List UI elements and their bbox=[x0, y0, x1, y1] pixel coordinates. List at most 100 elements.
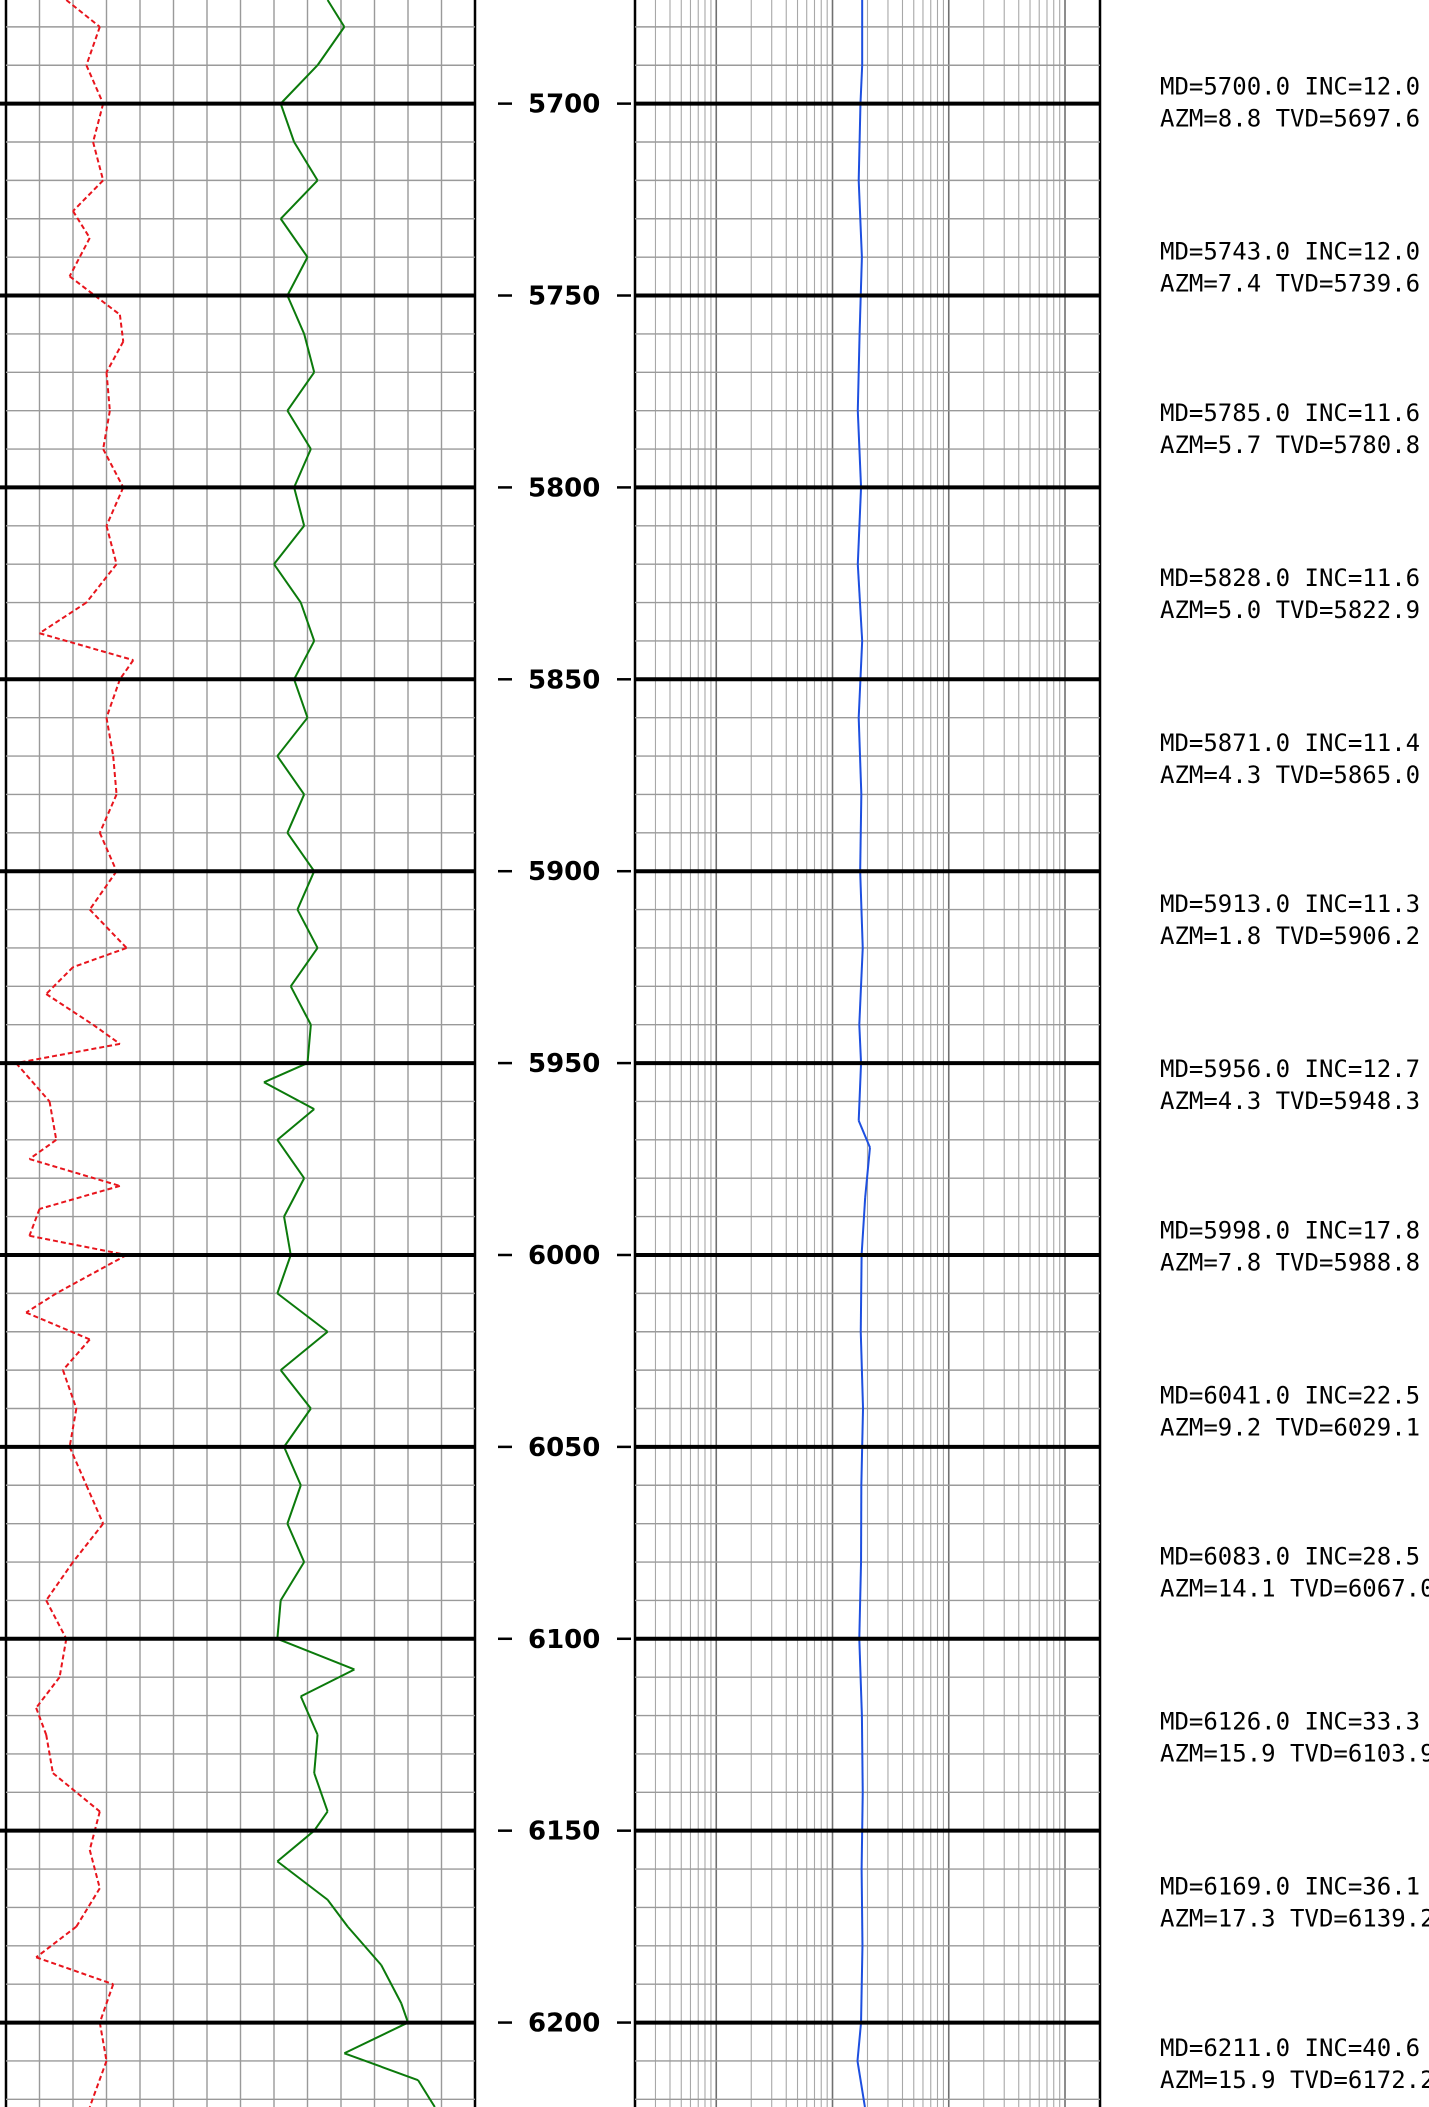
track1-curve-segment bbox=[263, 1081, 315, 1111]
survey-label-line1: MD=5871.0 INC=11.4 bbox=[1160, 729, 1420, 757]
track1-curve-segment bbox=[279, 1561, 306, 1601]
track1-curve-segment bbox=[279, 218, 309, 258]
track2-curve-segment bbox=[858, 947, 864, 1025]
survey-annotation: MD=5871.0 INC=11.4 AZM=4.3 TVD=5865.0 bbox=[1160, 729, 1420, 789]
survey-annotation: MD=6169.0 INC=36.1 AZM=17.3 TVD=6139.2 bbox=[1160, 1873, 1429, 1933]
track1-curve-segment bbox=[293, 678, 309, 719]
survey-label-line1: MD=6126.0 INC=33.3 bbox=[1160, 1708, 1420, 1736]
track2-curve-segment bbox=[860, 1197, 867, 1256]
track1-curve-segment bbox=[316, 26, 346, 66]
track1-curve-segment bbox=[69, 275, 121, 316]
track1-curve-segment bbox=[105, 717, 115, 757]
track1-curve-segment bbox=[88, 1849, 101, 1889]
track1-curve-segment bbox=[85, 64, 105, 105]
track1-curve-segment bbox=[38, 601, 87, 635]
track1-curve-segment bbox=[15, 1042, 121, 1065]
track1-curve-segment bbox=[15, 1062, 51, 1103]
track1-curve-segment bbox=[68, 1408, 78, 1448]
track1-curve-segment bbox=[280, 1330, 329, 1371]
track1-curve-segment bbox=[293, 640, 316, 680]
track2-curve-segment bbox=[859, 1254, 863, 1332]
track1-curve-segment bbox=[326, 1899, 349, 1928]
track2-curve-segment bbox=[857, 103, 862, 181]
track1-curve-segment bbox=[102, 410, 111, 450]
track1-curve-segment bbox=[283, 1216, 292, 1256]
track1-curve-segment bbox=[343, 2021, 409, 2055]
track2-curve-segment bbox=[857, 1063, 863, 1121]
track1-curve-segment bbox=[85, 26, 101, 66]
depth-tick-label: 5800 bbox=[528, 473, 600, 503]
track1-curve-segment bbox=[276, 1860, 329, 1901]
track1-curve-segment bbox=[276, 1829, 315, 1863]
survey-label-line2: AZM=7.4 TVD=5739.6 bbox=[1160, 270, 1420, 298]
survey-label-line2: AZM=17.3 TVD=6139.2 bbox=[1160, 1905, 1429, 1933]
track1-curve-segment bbox=[276, 1600, 282, 1639]
track1-curve-segment bbox=[92, 103, 105, 143]
track2-curve-segment bbox=[858, 1024, 863, 1064]
track1-curve-segment bbox=[296, 870, 316, 910]
track1-curve-segment bbox=[62, 1338, 91, 1371]
track1-curve-segment bbox=[72, 1523, 104, 1563]
depth-tick-label: 5750 bbox=[528, 282, 600, 312]
track2-curve-segment bbox=[856, 2022, 863, 2062]
track1-curve-segment bbox=[300, 1668, 355, 1698]
track2-curve-segment bbox=[856, 564, 864, 641]
track1-curve-segment bbox=[276, 1637, 355, 1671]
track1-curve-segment bbox=[286, 256, 309, 296]
track1-curve-segment bbox=[296, 909, 319, 949]
track1-curve-segment bbox=[118, 314, 125, 342]
track1-curve-segment bbox=[279, 179, 319, 220]
track1-curve-segment bbox=[313, 1734, 319, 1774]
track1-curve-segment bbox=[29, 1234, 127, 1256]
track2-curve-segment bbox=[860, 1715, 864, 1793]
survey-label-line1: MD=6169.0 INC=36.1 bbox=[1160, 1873, 1420, 1901]
track1-curve-segment bbox=[35, 1925, 77, 1959]
track1-curve-segment bbox=[102, 448, 125, 488]
track2-curve-segment bbox=[859, 794, 863, 872]
survey-label-line1: MD=6083.0 INC=28.5 bbox=[1160, 1543, 1420, 1571]
track1-curve-segment bbox=[92, 141, 105, 181]
track1-curve-segment bbox=[45, 1561, 74, 1601]
track1-curve-segment bbox=[279, 103, 296, 143]
track1-curve-segment bbox=[293, 487, 306, 527]
curves bbox=[15, 0, 871, 2107]
track1-curve-segment bbox=[28, 1139, 57, 1160]
track1-curve-segment bbox=[98, 2022, 108, 2062]
depth-tick-label: 5950 bbox=[528, 1049, 600, 1079]
track1-curve-segment bbox=[119, 659, 135, 680]
depth-tick-label: 5900 bbox=[528, 857, 600, 887]
track1-curve-segment bbox=[88, 870, 118, 911]
survey-label-line2: AZM=7.8 TVD=5988.8 bbox=[1160, 1248, 1420, 1276]
track2-series-0 bbox=[856, 0, 871, 2107]
track1-curve-segment bbox=[62, 1369, 78, 1409]
survey-label-line2: AZM=4.3 TVD=5948.3 bbox=[1160, 1087, 1420, 1115]
survey-label-line2: AZM=5.7 TVD=5780.8 bbox=[1160, 431, 1420, 459]
depth-tick-label: 6100 bbox=[528, 1625, 600, 1655]
track1-curve-segment bbox=[88, 2060, 108, 2107]
depth-tick-label: 6050 bbox=[528, 1433, 600, 1463]
survey-annotation: MD=5700.0 INC=12.0 AZM=8.8 TVD=5697.6 bbox=[1160, 73, 1420, 133]
survey-label-line2: AZM=5.0 TVD=5822.9 bbox=[1160, 596, 1420, 624]
track1-curve-segment bbox=[283, 1177, 306, 1218]
track2-curve-segment bbox=[856, 333, 861, 411]
survey-label-line1: MD=5785.0 INC=11.6 bbox=[1160, 399, 1420, 427]
depth-tick-label: 6150 bbox=[528, 1817, 600, 1847]
track1-curve-segment bbox=[283, 1446, 302, 1486]
track1-curve-segment bbox=[289, 947, 319, 987]
survey-label-line2: AZM=15.9 TVD=6103.9 bbox=[1160, 1740, 1429, 1768]
track1-curve-segment bbox=[105, 341, 125, 373]
track1-curve-segment bbox=[45, 1599, 68, 1640]
survey-label-line2: AZM=4.3 TVD=5865.0 bbox=[1160, 761, 1420, 789]
track1-curve-segment bbox=[313, 1810, 329, 1832]
track2-curve-segment bbox=[857, 717, 863, 795]
track1-curve-segment bbox=[286, 410, 312, 450]
track1-series-1 bbox=[263, 0, 436, 2107]
track1-curve-segment bbox=[25, 1311, 91, 1341]
track1-curve-segment bbox=[68, 1446, 88, 1486]
track1-curve-segment bbox=[105, 487, 125, 527]
track2-curve-segment bbox=[857, 1120, 871, 1148]
survey-label-line1: MD=5828.0 INC=11.6 bbox=[1160, 564, 1420, 592]
track1-curve-segment bbox=[273, 525, 305, 565]
